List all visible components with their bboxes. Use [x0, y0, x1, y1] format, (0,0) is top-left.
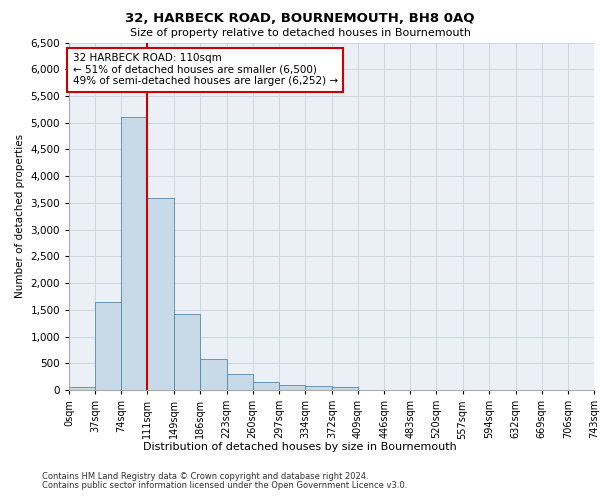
Bar	[305, 386, 332, 390]
Text: Distribution of detached houses by size in Bournemouth: Distribution of detached houses by size …	[143, 442, 457, 452]
Bar	[148, 198, 174, 390]
Bar	[174, 314, 200, 390]
Bar	[69, 388, 95, 390]
Text: Contains HM Land Registry data © Crown copyright and database right 2024.: Contains HM Land Registry data © Crown c…	[42, 472, 368, 481]
Bar	[227, 374, 253, 390]
Bar	[121, 118, 148, 390]
Bar	[95, 302, 121, 390]
Bar	[253, 382, 279, 390]
Bar	[332, 388, 358, 390]
Bar	[200, 359, 227, 390]
Y-axis label: Number of detached properties: Number of detached properties	[15, 134, 25, 298]
Text: Contains public sector information licensed under the Open Government Licence v3: Contains public sector information licen…	[42, 481, 407, 490]
Text: 32 HARBECK ROAD: 110sqm
← 51% of detached houses are smaller (6,500)
49% of semi: 32 HARBECK ROAD: 110sqm ← 51% of detache…	[73, 53, 338, 86]
Text: 32, HARBECK ROAD, BOURNEMOUTH, BH8 0AQ: 32, HARBECK ROAD, BOURNEMOUTH, BH8 0AQ	[125, 12, 475, 26]
Text: Size of property relative to detached houses in Bournemouth: Size of property relative to detached ho…	[130, 28, 470, 38]
Bar	[279, 384, 305, 390]
